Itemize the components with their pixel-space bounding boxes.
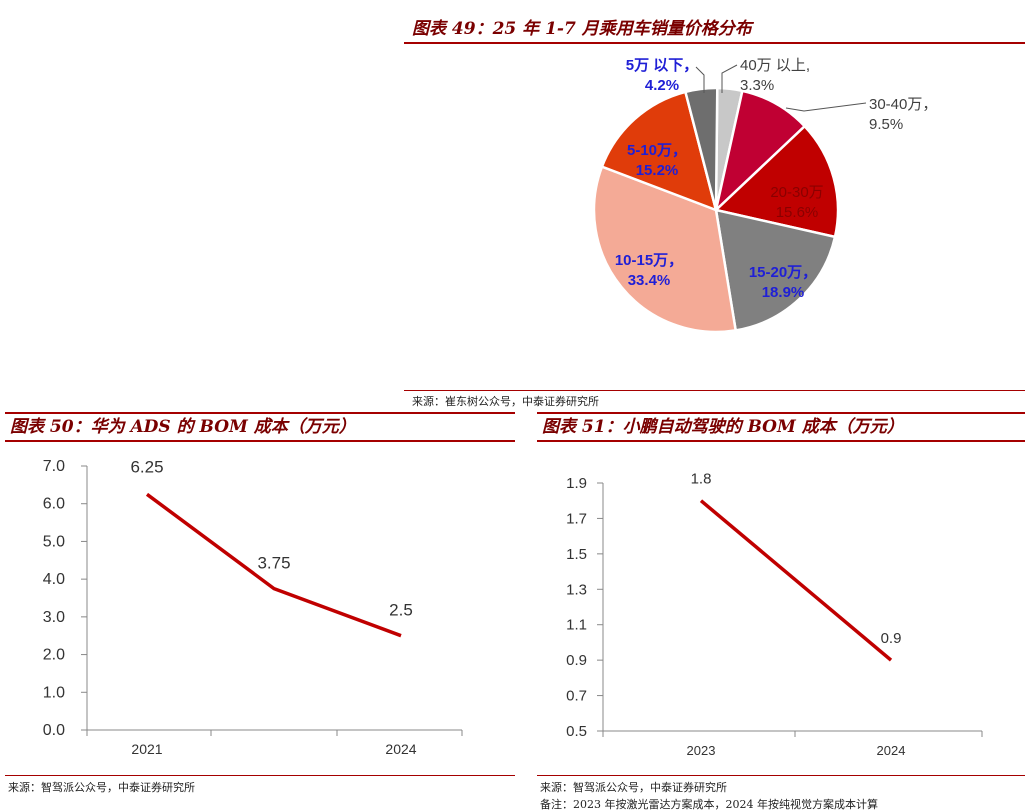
chart50-top-rule bbox=[5, 412, 515, 414]
xpeng-x-tick-label: 2023 bbox=[687, 743, 716, 758]
pie-label-10-15万: 10-15万， 33.4% bbox=[615, 252, 683, 289]
chart50-title-rule bbox=[5, 440, 515, 442]
chart51-title-rule bbox=[537, 440, 1025, 442]
chart49-title: 图表 49：25 年 1-7 月乘用车销量价格分布 bbox=[412, 19, 752, 39]
pie-chart-price-distribution: 40万 以上, 3.3% 30-40万， 9.5% 20-30万 15.6% 15-20万，… bbox=[592, 57, 937, 334]
pie-label-15-20万: 15-20万， 18.9% bbox=[749, 264, 817, 301]
pie-leader-line bbox=[721, 64, 738, 93]
pie-label-5-10万: 5-10万， 15.2% bbox=[627, 142, 687, 179]
pie-label-5万以下: 5万 以下， 4.2% bbox=[626, 57, 699, 94]
pie-slice-20-30万 bbox=[713, 124, 840, 239]
chart49-source-rule bbox=[404, 390, 1025, 391]
chart50-source: 来源：智驾派公众号，中泰证券研究所 bbox=[8, 781, 195, 794]
xpeng-data-label: 1.8 bbox=[691, 471, 712, 488]
pie-slice-15-20万 bbox=[714, 208, 837, 332]
pie-leader-line bbox=[695, 66, 705, 93]
xpeng-y-tick-label: 1.5 bbox=[566, 546, 587, 563]
chart51-source: 来源：智驾派公众号，中泰证券研究所 bbox=[540, 781, 727, 794]
chart50-title: 图表 50：华为 ADS 的 BOM 成本（万元） bbox=[10, 417, 356, 437]
xpeng-data-label: 0.9 bbox=[881, 630, 902, 647]
pie-slice-10-15万 bbox=[592, 165, 738, 334]
huawei-x-tick-label: 2024 bbox=[385, 741, 416, 757]
huawei-y-tick-label: 4.0 bbox=[43, 571, 65, 588]
chart49-title-rule bbox=[404, 42, 1025, 44]
xpeng-x-tick-label: 2024 bbox=[877, 743, 906, 758]
huawei-data-label: 2.5 bbox=[389, 601, 413, 620]
chart50-source-rule bbox=[5, 775, 515, 776]
pie-label-20-30万: 20-30万 15.6% bbox=[770, 184, 823, 221]
xpeng-y-tick-label: 0.7 bbox=[566, 688, 587, 705]
huawei-y-tick-label: 0.0 bbox=[43, 722, 65, 739]
xpeng-y-tick-label: 1.7 bbox=[566, 510, 587, 527]
xpeng-y-tick-label: 1.3 bbox=[566, 581, 587, 598]
chart51-title: 图表 51：小鹏自动驾驶的 BOM 成本（万元） bbox=[542, 417, 904, 437]
line-chart-huawei-bom: 0.0 1.0 2.0 3.0 4.0 5.0 6.0 7.0 2021 2024 6.25 3.75… bbox=[43, 457, 463, 757]
chart51-top-rule bbox=[537, 412, 1025, 414]
pie-leader-line bbox=[785, 102, 867, 112]
huawei-y-tick-label: 7.0 bbox=[43, 458, 65, 475]
xpeng-y-tick-label: 0.9 bbox=[566, 652, 587, 669]
pie-label-40万以上: 40万 以上, 3.3% bbox=[740, 57, 810, 94]
chart49-source: 来源：崔东树公众号，中泰证券研究所 bbox=[412, 395, 599, 408]
chart51-source-rule bbox=[537, 775, 1025, 776]
pie-slice-5万以下 bbox=[683, 86, 719, 211]
huawei-x-tick-label: 2021 bbox=[131, 741, 162, 757]
huawei-data-label: 6.25 bbox=[130, 457, 163, 476]
chart51-note: 备注：2023 年按激光雷达方案成本，2024 年按纯视觉方案成本计算 bbox=[540, 798, 878, 811]
huawei-y-tick-label: 1.0 bbox=[43, 684, 65, 701]
huawei-y-tick-label: 6.0 bbox=[43, 496, 65, 513]
pie-slice-5-10万 bbox=[600, 90, 718, 213]
huawei-y-tick-label: 5.0 bbox=[43, 533, 65, 550]
pie-label-30-40万: 30-40万， 9.5% bbox=[869, 96, 937, 133]
huawei-series-line bbox=[145, 492, 402, 638]
huawei-data-label: 3.75 bbox=[257, 554, 290, 573]
xpeng-y-tick-label: 1.1 bbox=[566, 617, 587, 634]
cutoff-text bbox=[385, 0, 1025, 4]
xpeng-y-tick-label: 1.9 bbox=[566, 475, 587, 492]
line-chart-xpeng-bom: 0.5 0.7 0.9 1.1 1.3 1.5 1.7 1.9 2023 2024 1.8 0.9 bbox=[566, 471, 983, 758]
xpeng-y-tick-label: 0.5 bbox=[566, 723, 587, 740]
huawei-y-tick-label: 3.0 bbox=[43, 609, 65, 626]
huawei-y-tick-label: 2.0 bbox=[43, 647, 65, 664]
xpeng-series-line bbox=[699, 499, 893, 662]
